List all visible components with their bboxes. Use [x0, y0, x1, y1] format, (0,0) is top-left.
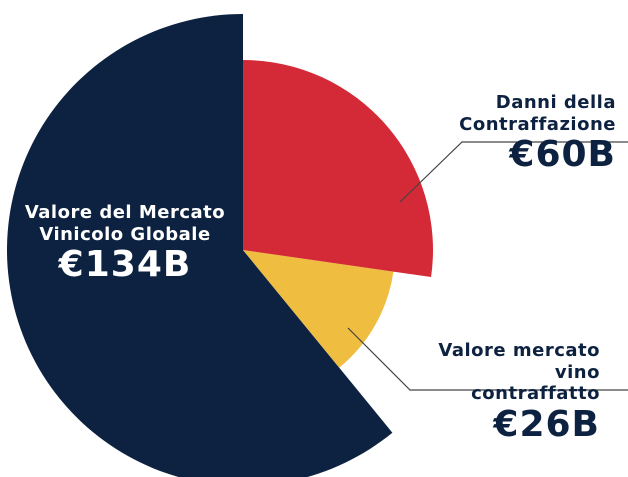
slice-name: Valore mercato vino contraffatto: [438, 340, 600, 405]
pie-slice: [243, 250, 394, 368]
slice-name: Danni della Contraffazione: [459, 92, 616, 135]
slice-value: €60B: [509, 134, 616, 176]
pie-slice: [7, 14, 393, 477]
slice-value: €134B: [58, 244, 192, 286]
slice-value: €26B: [493, 403, 600, 445]
slice-name: Valore del Mercato Vinicolo Globale: [24, 202, 226, 245]
leader-line: [347, 327, 628, 391]
leader-line: [399, 141, 628, 203]
slice-label: Valore del Mercato Vinicolo Globale €134B: [20, 202, 230, 285]
slice-label: Valore mercato vino contraffatto €26B: [430, 340, 600, 444]
slice-label: Danni della Contraffazione €60B: [446, 92, 616, 175]
pie-slice: [243, 60, 433, 278]
